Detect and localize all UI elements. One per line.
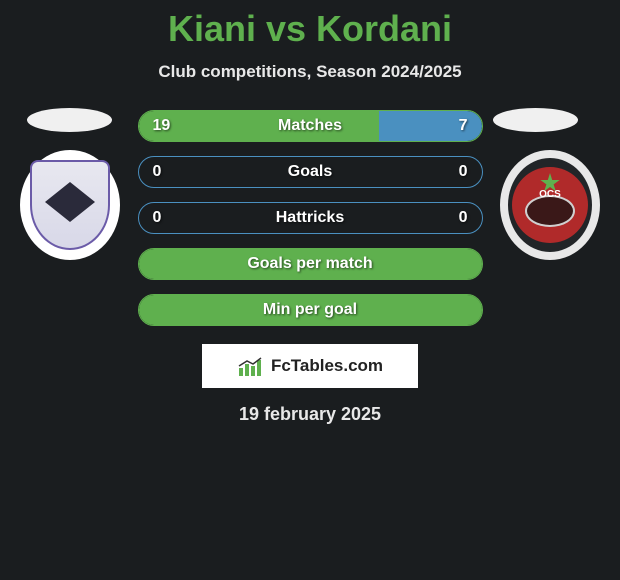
stat-bar: 0 0 Goals (138, 156, 483, 188)
stat-label: Min per goal (263, 301, 357, 319)
right-team-badge: OCS (500, 150, 600, 260)
stat-value-left: 0 (153, 209, 162, 227)
stat-bar: 0 0 Hattricks (138, 202, 483, 234)
stat-value-right: 0 (459, 163, 468, 181)
watermark-text: FcTables.com (271, 356, 383, 376)
left-team-badge-shield (30, 160, 110, 250)
stat-label: Goals per match (247, 255, 372, 273)
right-team-badge-text: OCS (539, 189, 561, 200)
watermark-chart-icon (237, 356, 265, 376)
right-team-badge-circle: OCS (512, 167, 588, 243)
left-team-avatar (20, 150, 120, 260)
left-team-badge (20, 150, 120, 260)
stat-bars-container: 19 7 Matches 0 0 Goals 0 0 Hattricks Goals per ma… (138, 110, 483, 326)
stat-value-left: 0 (153, 163, 162, 181)
page-title: Kiani vs Kordani (0, 0, 620, 50)
left-avatar-placeholder-oval (27, 108, 112, 132)
watermark: FcTables.com (202, 344, 418, 388)
subtitle: Club competitions, Season 2024/2025 (0, 62, 620, 82)
date-text: 19 february 2025 (0, 404, 620, 425)
right-avatar-placeholder-oval (493, 108, 578, 132)
stat-label: Matches (278, 117, 342, 135)
stat-value-right: 0 (459, 209, 468, 227)
comparison-content: OCS 19 7 Matches 0 0 Goals 0 0 Hattricks Goals pe… (0, 110, 620, 425)
stat-label: Hattricks (276, 209, 344, 227)
stat-label: Goals (288, 163, 332, 181)
stat-value-left: 19 (153, 117, 171, 135)
stat-bar: 19 7 Matches (138, 110, 483, 142)
right-team-avatar: OCS (500, 150, 600, 260)
stat-bar: Goals per match (138, 248, 483, 280)
stat-bar: Min per goal (138, 294, 483, 326)
stat-bar-fill-left (139, 111, 379, 141)
stat-value-right: 7 (459, 117, 468, 135)
